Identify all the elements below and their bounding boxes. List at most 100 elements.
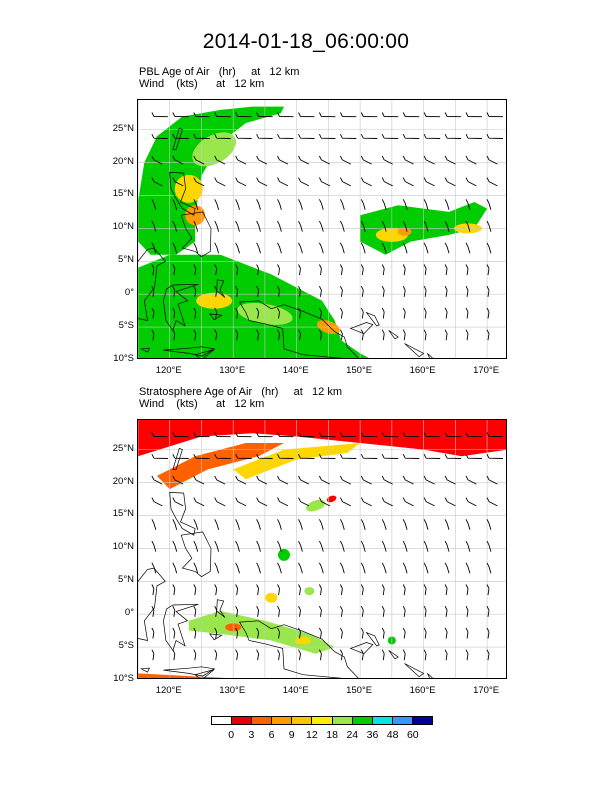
wind-barb (235, 540, 240, 552)
wind-barb (235, 112, 252, 118)
lon-tick-label: 170°E (473, 365, 500, 376)
wind-barb (277, 497, 289, 507)
wind-barb (360, 649, 364, 661)
wind-barb (360, 627, 364, 639)
wind-barb (486, 307, 490, 319)
wind-barb (298, 432, 315, 438)
wind-barb (444, 264, 448, 276)
wind-barb (444, 285, 448, 297)
wind-barb (402, 605, 406, 617)
wind-barb (214, 112, 231, 118)
wind-barb (214, 562, 220, 574)
wind-barb (444, 562, 450, 574)
coastlines (138, 447, 434, 678)
wind-barb (172, 649, 176, 661)
wind-barb (486, 627, 490, 639)
wind-barb (360, 133, 378, 139)
wind-barb (402, 155, 414, 165)
wind-barb (151, 453, 168, 459)
wind-barb (256, 584, 260, 596)
wind-barb (465, 220, 471, 232)
wind-barb (423, 199, 429, 210)
wind-barb (277, 649, 280, 661)
pbl-patch (192, 132, 237, 167)
wind-barb (402, 627, 406, 639)
wind-barb (277, 540, 282, 552)
wind-barb (318, 329, 322, 341)
wind-barb (151, 155, 163, 165)
pbl-patch (196, 292, 233, 309)
wind-barb (256, 133, 273, 139)
strat-region-north (138, 420, 506, 457)
colorbar-label: 36 (366, 729, 379, 741)
lon-tick-label: 160°E (409, 685, 436, 696)
wind-barb (444, 627, 448, 639)
wind-barb (423, 605, 427, 617)
wind-barb (486, 519, 492, 530)
graticule (138, 100, 506, 358)
wind-barb (423, 133, 441, 139)
wind-barb (360, 285, 364, 297)
wind-barb (360, 220, 366, 232)
wind-barb (193, 649, 197, 661)
wind-barb (381, 562, 387, 574)
wind-barb (193, 605, 197, 617)
wind-barb (423, 475, 435, 485)
wind-barb (402, 649, 406, 661)
wind-barb (172, 497, 184, 507)
wind-barb (381, 307, 385, 319)
wind-barb (486, 584, 490, 596)
wind-barb (235, 649, 239, 661)
strat-filament (157, 443, 284, 490)
wind-barb (339, 432, 357, 438)
lon-tick-label: 120°E (155, 685, 182, 696)
strat-patch (304, 587, 315, 596)
wind-barb (214, 605, 218, 617)
wind-barb (486, 264, 490, 276)
wind-barb (172, 453, 189, 459)
wind-barb (360, 329, 364, 341)
wind-barb (402, 264, 406, 276)
wind-barb (423, 519, 429, 530)
wind-barb (151, 497, 163, 507)
wind-barb (151, 242, 157, 254)
strat-patch (326, 495, 337, 503)
wind-barb (423, 649, 427, 661)
wind-barb (486, 453, 504, 459)
wind-barb (214, 199, 220, 210)
lat-tick-label: 0° (124, 287, 134, 299)
wind-barb (172, 199, 178, 210)
colorbar-box (252, 717, 273, 724)
wind-barb (151, 177, 163, 187)
wind-barb (381, 453, 399, 459)
wind-barb (465, 285, 469, 297)
wind-barb (339, 649, 343, 661)
lon-tick-label: 150°E (346, 365, 373, 376)
wind-barb (151, 264, 155, 276)
wind-barb (277, 627, 280, 639)
colorbar-box (292, 717, 313, 724)
wind-barb (256, 562, 261, 574)
wind-barb (318, 199, 324, 210)
panel-1-field-label: PBL Age of Air (hr) at 12 km (139, 66, 300, 78)
lat-tick-label: 10°S (113, 673, 134, 684)
wind-barb (193, 199, 199, 210)
wind-barb (402, 432, 420, 438)
wind-barb (402, 562, 408, 574)
wind-barb (214, 133, 231, 139)
wind-barb (256, 519, 261, 530)
colorbar-box (312, 717, 333, 724)
wind-barb (193, 264, 197, 276)
colorbar-box (372, 717, 393, 724)
wind-barb (193, 112, 210, 118)
wind-barb (360, 432, 378, 438)
wind-barb (151, 133, 168, 139)
wind-barb (318, 264, 322, 276)
wind-barbs (151, 432, 504, 661)
wind-barb (256, 540, 261, 552)
lon-tick-label: 140°E (282, 685, 309, 696)
lat-tick-label: 15°N (112, 508, 134, 520)
wind-barb (339, 285, 343, 297)
wind-barb (151, 519, 157, 530)
wind-barb (444, 220, 450, 232)
